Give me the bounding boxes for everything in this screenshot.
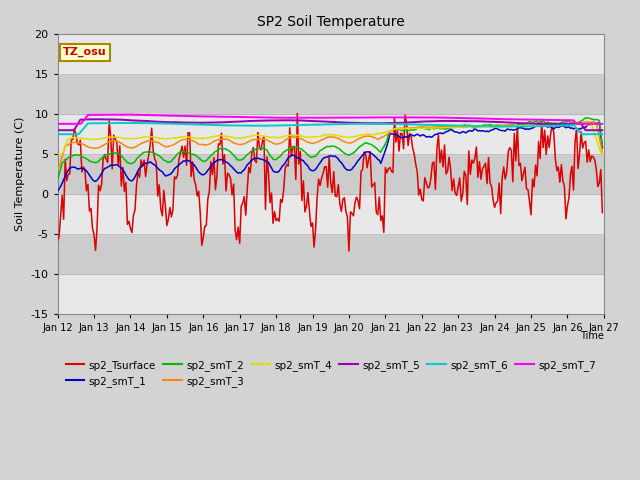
Y-axis label: Soil Temperature (C): Soil Temperature (C) [15, 117, 25, 231]
Bar [58, 234, 604, 274]
Legend: sp2_Tsurface, sp2_smT_1, sp2_smT_2, sp2_smT_3, sp2_smT_4, sp2_smT_5, sp2_smT_6, : sp2_Tsurface, sp2_smT_1, sp2_smT_2, sp2_… [61, 356, 600, 391]
Text: Time: Time [580, 331, 604, 341]
Bar [58, 274, 604, 314]
Bar [58, 114, 604, 154]
Bar [58, 74, 604, 114]
Bar [58, 154, 604, 194]
Text: TZ_osu: TZ_osu [63, 47, 107, 57]
Bar [58, 194, 604, 234]
Bar [58, 35, 604, 74]
Title: SP2 Soil Temperature: SP2 Soil Temperature [257, 15, 404, 29]
